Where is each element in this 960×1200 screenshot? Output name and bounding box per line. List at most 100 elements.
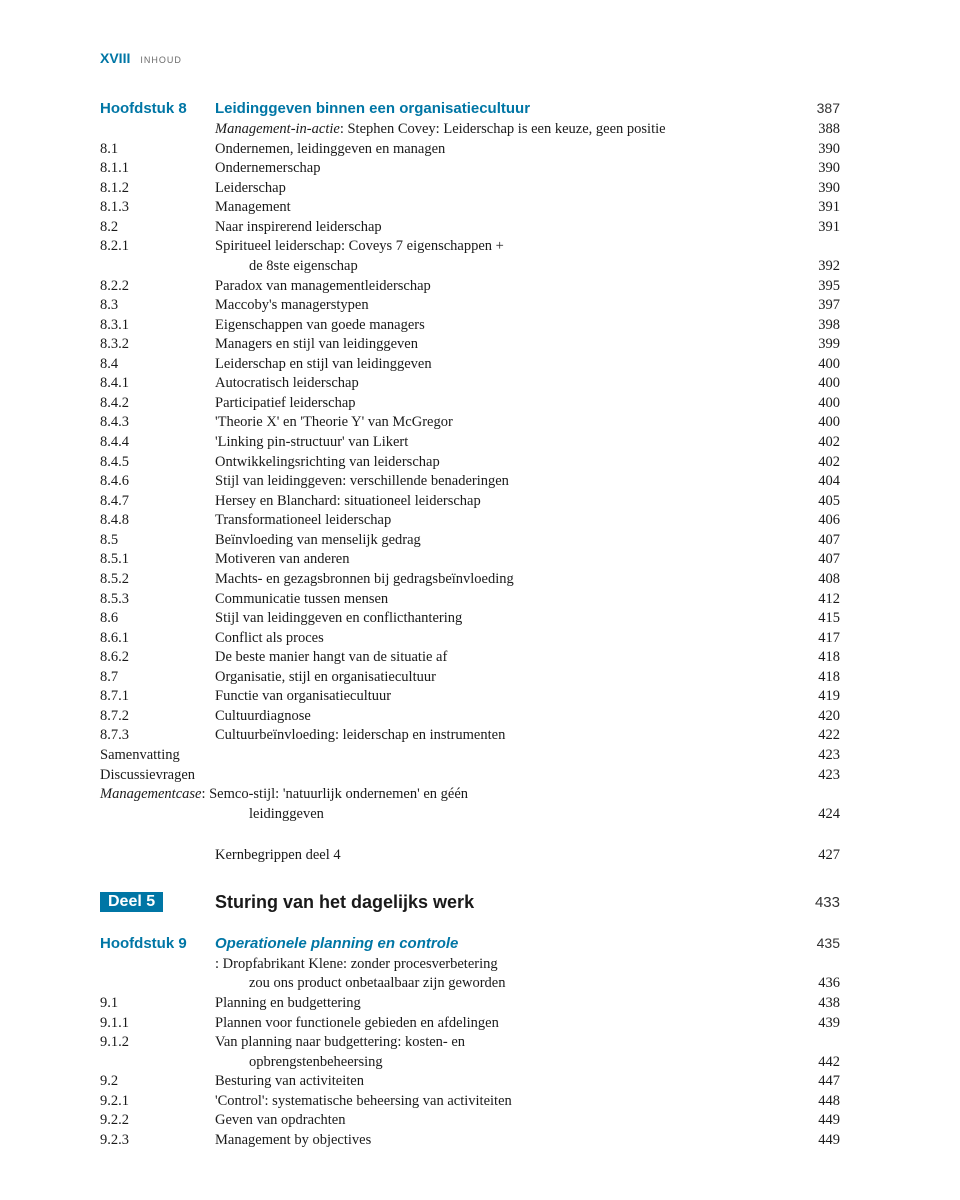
chapter-8-label: Hoofdstuk 8	[100, 100, 215, 117]
toc-number: 8.4.7	[100, 492, 215, 512]
toc-text: 'Control': systematische beheersing van …	[215, 1092, 808, 1112]
toc-page: 398	[818, 316, 840, 336]
toc-text: Leiderschap en stijl van leidinggeven	[215, 355, 808, 375]
toc-text: Spiritueel leiderschap: Coveys 7 eigensc…	[215, 237, 830, 257]
toc-page: 404	[818, 472, 840, 492]
toc-number: 8.3	[100, 296, 215, 316]
toc-text: Beïnvloeding van menselijk gedrag	[215, 531, 808, 551]
chapter-8-toc: Management-in-actie: Stephen Covey: Leid…	[100, 120, 840, 824]
toc-text: Samenvatting	[100, 746, 808, 766]
toc-page: 408	[818, 570, 840, 590]
toc-number: 8.5.2	[100, 570, 215, 590]
toc-text: Cultuurbeïnvloeding: leiderschap en inst…	[215, 726, 808, 746]
toc-number: 9.1.1	[100, 1014, 215, 1034]
toc-number: 8.7	[100, 668, 215, 688]
toc-row: Samenvatting 423	[100, 746, 840, 766]
toc-page: 412	[818, 590, 840, 610]
toc-row: 9.2.3Management by objectives449	[100, 1131, 840, 1151]
toc-row: leidinggeven424	[100, 805, 840, 825]
toc-row: 8.3.1Eigenschappen van goede managers398	[100, 316, 840, 336]
chapter-9-label: Hoofdstuk 9	[100, 935, 215, 952]
toc-text: Autocratisch leiderschap	[215, 374, 808, 394]
toc-row: 8.1Ondernemen, leidinggeven en managen39…	[100, 140, 840, 160]
toc-text: Discussievragen	[100, 766, 808, 786]
page-container: XVIII INHOUD Hoofdstuk 8 Leidinggeven bi…	[0, 0, 960, 1200]
toc-number: 8.4.6	[100, 472, 215, 492]
toc-number: 9.2	[100, 1072, 215, 1092]
toc-number: 8.4.1	[100, 374, 215, 394]
toc-page: 418	[818, 668, 840, 688]
toc-page: 417	[818, 629, 840, 649]
toc-text: Stijl van leidinggeven: verschillende be…	[215, 472, 808, 492]
toc-row: Discussievragen 423	[100, 766, 840, 786]
toc-text: Van planning naar budgettering: kosten- …	[215, 1033, 830, 1053]
toc-number: 8.4.4	[100, 433, 215, 453]
toc-number: 8.6.2	[100, 648, 215, 668]
part-5-label: Deel 5	[100, 892, 163, 912]
toc-row: 8.4.4'Linking pin-structuur' van Likert4…	[100, 433, 840, 453]
toc-number: 9.1	[100, 994, 215, 1014]
toc-page: 397	[818, 296, 840, 316]
toc-text: 'Theorie X' en 'Theorie Y' van McGregor	[215, 413, 808, 433]
toc-page: 449	[818, 1111, 840, 1131]
toc-row: 8.4.6Stijl van leidinggeven: verschillen…	[100, 472, 840, 492]
kernbegrippen-row: Kernbegrippen deel 4 427	[100, 846, 840, 866]
toc-text: Organisatie, stijl en organisatiecultuur	[215, 668, 808, 688]
toc-text: leidinggeven	[215, 805, 808, 825]
toc-row: 8.1.2Leiderschap390	[100, 179, 840, 199]
toc-text-rest: : Stephen Covey: Leiderschap is een keuz…	[340, 121, 666, 137]
toc-row: Managementcase: Semco-stijl: 'natuurlijk…	[100, 785, 840, 805]
toc-row: 8.6Stijl van leidinggeven en conflicthan…	[100, 609, 840, 629]
part-5-heading: Deel 5 Sturing van het dagelijks werk 43…	[100, 892, 840, 913]
toc-text: Communicatie tussen mensen	[215, 590, 808, 610]
toc-page: 436	[818, 974, 840, 994]
toc-number: 8.3.2	[100, 335, 215, 355]
part-5-page: 433	[815, 894, 840, 911]
toc-row: de 8ste eigenschap392	[100, 257, 840, 277]
toc-number: 9.2.3	[100, 1131, 215, 1151]
toc-page: 400	[818, 374, 840, 394]
toc-number: 8.4.3	[100, 413, 215, 433]
toc-number: 9.2.2	[100, 1111, 215, 1131]
toc-row: 8.3Maccoby's managerstypen397	[100, 296, 840, 316]
toc-page: 402	[818, 433, 840, 453]
toc-row: opbrengstenbeheersing 442	[100, 1053, 840, 1073]
chapter-9-heading: Hoofdstuk 9 Operationele planning en con…	[100, 935, 840, 952]
toc-page: 407	[818, 550, 840, 570]
toc-page: 447	[818, 1072, 840, 1092]
toc-row: 8.5Beïnvloeding van menselijk gedrag407	[100, 531, 840, 551]
toc-row: 8.4Leiderschap en stijl van leidinggeven…	[100, 355, 840, 375]
toc-row: 8.6.1Conflict als proces417	[100, 629, 840, 649]
toc-row: 8.5.1Motiveren van anderen407	[100, 550, 840, 570]
toc-page: 442	[818, 1053, 840, 1073]
toc-page: 423	[818, 746, 840, 766]
toc-row: Management-in-actie: Stephen Covey: Leid…	[100, 120, 840, 140]
toc-number: 8.5	[100, 531, 215, 551]
toc-page: 395	[818, 277, 840, 297]
toc-text-rest: : Semco-stijl: 'natuurlijk ondernemen' e…	[201, 786, 468, 802]
toc-page: 439	[818, 1014, 840, 1034]
toc-text: Ontwikkelingsrichting van leiderschap	[215, 453, 808, 473]
toc-page: 390	[818, 179, 840, 199]
toc-row: 8.6.2De beste manier hangt van de situat…	[100, 648, 840, 668]
toc-text: opbrengstenbeheersing	[215, 1053, 808, 1073]
toc-number: 8.1	[100, 140, 215, 160]
toc-page: 420	[818, 707, 840, 727]
toc-text: Functie van organisatiecultuur	[215, 687, 808, 707]
toc-number: 8.3.1	[100, 316, 215, 336]
toc-text: Management by objectives	[215, 1131, 808, 1151]
toc-text: Management	[215, 198, 808, 218]
toc-text: Planning en budgettering	[215, 994, 808, 1014]
toc-page: 423	[818, 766, 840, 786]
toc-page: 400	[818, 413, 840, 433]
toc-row: 8.2.2Paradox van managementleiderschap39…	[100, 277, 840, 297]
page-header: XVIII INHOUD	[100, 50, 840, 66]
toc-page: 438	[818, 994, 840, 1014]
toc-number: 8.5.1	[100, 550, 215, 570]
toc-row: 9.1Planning en budgettering 438	[100, 994, 840, 1014]
toc-text: Geven van opdrachten	[215, 1111, 808, 1131]
toc-row: 9.1.2Van planning naar budgettering: kos…	[100, 1033, 840, 1053]
toc-number: 8.6	[100, 609, 215, 629]
toc-text: zou ons product onbetaalbaar zijn geword…	[215, 974, 808, 994]
toc-page: 391	[818, 198, 840, 218]
